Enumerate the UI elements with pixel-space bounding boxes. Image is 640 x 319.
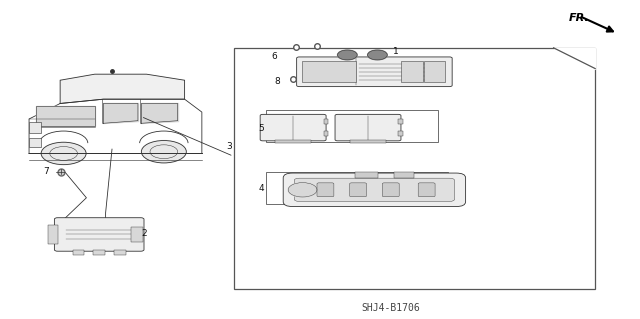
Bar	[47, 225, 58, 244]
Bar	[131, 227, 143, 242]
FancyBboxPatch shape	[382, 183, 399, 197]
Bar	[29, 122, 41, 133]
FancyBboxPatch shape	[335, 115, 401, 141]
Bar	[114, 249, 126, 255]
Bar	[398, 131, 403, 137]
Circle shape	[288, 182, 317, 197]
Bar	[266, 172, 448, 204]
Bar	[72, 249, 84, 255]
FancyBboxPatch shape	[54, 218, 144, 251]
Circle shape	[141, 140, 186, 163]
FancyBboxPatch shape	[297, 57, 452, 86]
Bar	[349, 140, 386, 143]
Bar	[401, 62, 422, 82]
Bar	[398, 119, 403, 124]
FancyBboxPatch shape	[260, 115, 326, 141]
Bar	[302, 62, 356, 82]
Bar	[324, 119, 328, 124]
Text: 7: 7	[44, 167, 49, 176]
Bar	[275, 140, 312, 143]
Polygon shape	[60, 74, 184, 103]
Bar	[355, 172, 378, 178]
FancyBboxPatch shape	[294, 178, 454, 202]
FancyBboxPatch shape	[283, 173, 466, 207]
Bar	[93, 249, 105, 255]
Polygon shape	[36, 106, 95, 126]
Text: 6: 6	[271, 52, 276, 61]
Text: 3: 3	[227, 142, 232, 151]
Polygon shape	[141, 103, 178, 123]
Bar	[394, 172, 413, 178]
Circle shape	[337, 50, 357, 60]
Polygon shape	[103, 103, 138, 123]
Text: 5: 5	[259, 124, 264, 133]
Bar	[29, 138, 41, 146]
Polygon shape	[29, 99, 202, 153]
Polygon shape	[554, 48, 595, 69]
FancyBboxPatch shape	[317, 183, 334, 197]
FancyBboxPatch shape	[349, 183, 367, 197]
Text: 4: 4	[259, 184, 264, 193]
FancyBboxPatch shape	[418, 183, 435, 197]
Bar	[266, 110, 438, 142]
Bar	[234, 48, 595, 289]
Text: 2: 2	[141, 229, 147, 238]
Text: 1: 1	[393, 48, 398, 56]
Bar	[424, 62, 445, 82]
Text: FR.: FR.	[569, 12, 589, 23]
Circle shape	[41, 142, 86, 165]
Circle shape	[367, 50, 387, 60]
Bar	[324, 131, 328, 137]
Text: SHJ4-B1706: SHJ4-B1706	[361, 303, 420, 313]
Text: 8: 8	[275, 77, 280, 86]
